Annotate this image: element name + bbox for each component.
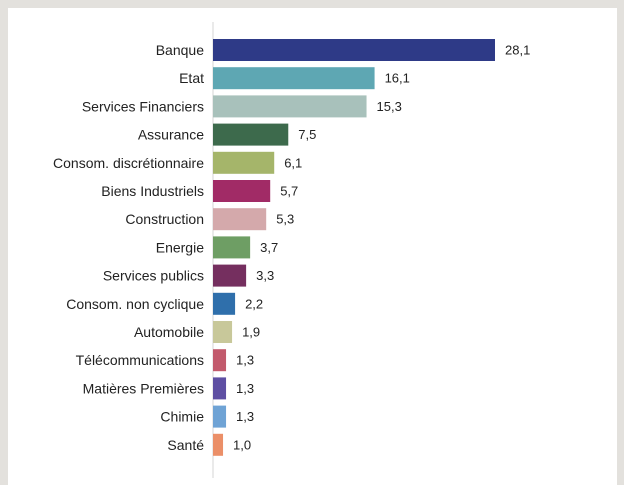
bar-construction	[213, 208, 267, 231]
value-label-matieres-premieres: 1,3	[236, 381, 254, 396]
value-label-automobile: 1,9	[242, 325, 260, 340]
value-label-consom-non-cyclique: 2,2	[245, 296, 263, 311]
bar-banque	[213, 39, 495, 61]
category-label-banque: Banque	[156, 42, 204, 58]
category-label-chimie: Chimie	[160, 409, 204, 425]
bar-sante	[213, 433, 224, 456]
category-label-consom-discretionnaire: Consom. discrétionnaire	[53, 155, 204, 171]
bar-services-publics	[213, 264, 247, 287]
bar-matieres-premieres	[213, 377, 227, 400]
category-label-services-publics: Services publics	[103, 268, 204, 284]
category-label-matieres-premieres: Matières Premières	[83, 380, 204, 396]
value-label-assurance: 7,5	[298, 127, 316, 142]
category-label-services-financiers: Services Financiers	[82, 98, 204, 114]
value-label-consom-discretionnaire: 6,1	[284, 155, 302, 170]
bar-automobile	[213, 321, 233, 343]
bar-chart: Banque 28,1 Etat 16,1 Services Financiers 15,…	[53, 22, 530, 478]
bars-layer: Banque 28,1 Etat 16,1 Services Financiers 15,…	[53, 39, 530, 456]
category-label-telecommunications: Télécommunications	[76, 352, 204, 368]
bar-biens-industriels	[213, 180, 271, 202]
bar-energie	[213, 236, 251, 259]
value-label-biens-industriels: 5,7	[280, 184, 298, 199]
bar-etat	[213, 67, 375, 90]
bar-assurance	[213, 123, 289, 146]
value-label-telecommunications: 1,3	[236, 353, 254, 368]
chart-panel: Banque 28,1 Etat 16,1 Services Financiers 15,…	[8, 8, 617, 485]
category-label-assurance: Assurance	[138, 127, 204, 143]
value-label-etat: 16,1	[385, 71, 410, 86]
value-label-chimie: 1,3	[236, 409, 254, 424]
category-label-energie: Energie	[156, 239, 204, 255]
value-label-construction: 5,3	[276, 212, 294, 227]
category-label-biens-industriels: Biens Industriels	[101, 183, 204, 199]
category-label-automobile: Automobile	[134, 324, 204, 340]
category-label-consom-non-cyclique: Consom. non cyclique	[66, 296, 204, 312]
category-label-etat: Etat	[179, 70, 204, 86]
value-label-sante: 1,0	[233, 437, 251, 452]
bar-telecommunications	[213, 349, 227, 372]
value-label-services-financiers: 15,3	[377, 99, 402, 114]
value-label-banque: 28,1	[505, 43, 530, 58]
bar-services-financiers	[213, 95, 367, 118]
bar-chimie	[213, 405, 227, 428]
value-label-services-publics: 3,3	[256, 268, 274, 283]
category-label-sante: Santé	[167, 437, 204, 453]
bar-consom-discretionnaire	[213, 151, 275, 174]
value-label-energie: 3,7	[260, 240, 278, 255]
category-label-construction: Construction	[125, 211, 204, 227]
bar-consom-non-cyclique	[213, 292, 236, 315]
